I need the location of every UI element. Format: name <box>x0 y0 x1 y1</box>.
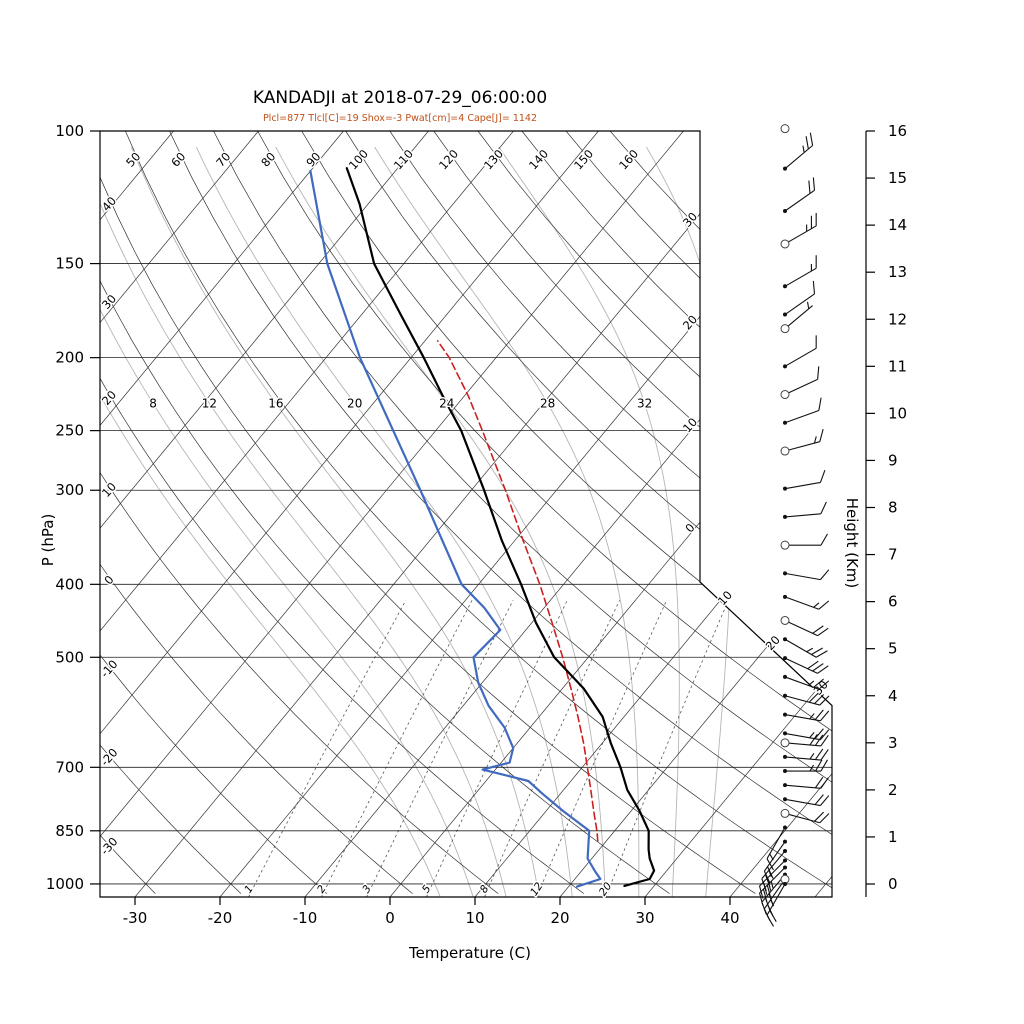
svg-text:-30: -30 <box>123 909 148 927</box>
svg-text:15: 15 <box>888 169 907 187</box>
svg-text:20: 20 <box>347 396 362 410</box>
svg-text:0: 0 <box>682 521 697 536</box>
svg-text:4: 4 <box>888 687 898 705</box>
svg-text:120: 120 <box>436 147 461 173</box>
svg-text:0: 0 <box>101 573 116 588</box>
svg-text:10: 10 <box>715 588 735 608</box>
svg-text:30: 30 <box>635 909 654 927</box>
svg-text:20: 20 <box>597 880 615 898</box>
svg-text:13: 13 <box>888 263 907 281</box>
wind-barb-column <box>759 124 830 927</box>
svg-text:12: 12 <box>888 310 907 328</box>
svg-text:250: 250 <box>55 422 84 440</box>
svg-text:130: 130 <box>481 147 506 173</box>
svg-text:500: 500 <box>55 648 84 666</box>
svg-text:16: 16 <box>268 396 283 410</box>
svg-text:20: 20 <box>763 633 783 653</box>
svg-text:0: 0 <box>888 875 898 893</box>
svg-text:300: 300 <box>55 481 84 499</box>
background-grid <box>100 131 832 897</box>
svg-text:140: 140 <box>526 147 551 173</box>
svg-text:10: 10 <box>888 404 907 422</box>
svg-text:400: 400 <box>55 575 84 593</box>
svg-text:40: 40 <box>720 909 739 927</box>
svg-text:100: 100 <box>55 122 84 140</box>
svg-text:20: 20 <box>99 388 119 408</box>
svg-text:1: 1 <box>242 883 256 895</box>
svg-text:32: 32 <box>637 396 652 410</box>
dry-adiabats <box>100 131 832 894</box>
svg-text:150: 150 <box>55 255 84 273</box>
svg-text:850: 850 <box>55 822 84 840</box>
svg-text:1: 1 <box>888 828 898 846</box>
svg-text:150: 150 <box>571 147 596 173</box>
svg-text:-10: -10 <box>293 909 318 927</box>
temperature-curve <box>345 167 656 887</box>
svg-text:5: 5 <box>888 640 898 658</box>
svg-text:160: 160 <box>616 147 641 173</box>
svg-text:40: 40 <box>99 194 119 214</box>
svg-text:30: 30 <box>99 292 119 312</box>
svg-text:16: 16 <box>888 122 907 140</box>
svg-text:0: 0 <box>385 909 395 927</box>
svg-text:3: 3 <box>360 883 374 895</box>
svg-text:10: 10 <box>680 415 700 435</box>
svg-text:20: 20 <box>550 909 569 927</box>
svg-text:-20: -20 <box>208 909 233 927</box>
svg-text:70: 70 <box>213 149 233 169</box>
svg-text:8: 8 <box>888 499 898 517</box>
svg-text:100: 100 <box>346 147 371 173</box>
svg-text:200: 200 <box>55 349 84 367</box>
svg-text:90: 90 <box>303 149 323 169</box>
chart-parameters: Plcl=877 Tlcl[C]=19 Shox=-3 Pwat[cm]=4 C… <box>262 113 538 124</box>
svg-text:60: 60 <box>168 149 188 169</box>
svg-text:12: 12 <box>528 880 546 898</box>
chart-title: KANDADJI at 2018-07-29_06:00:00 <box>252 88 548 108</box>
grid-line-labels: 50 60 70 80 90 100 110 120 130 140 150 160403020100… <box>96 145 832 900</box>
height-axis-label: Height (Km) <box>843 497 861 589</box>
svg-text:700: 700 <box>55 758 84 776</box>
moist-adiabats <box>100 146 733 897</box>
plot-border <box>99 130 833 898</box>
pressure-axis-label: P (hPa) <box>39 513 57 567</box>
svg-text:80: 80 <box>258 149 278 169</box>
sounding-curves <box>309 167 656 888</box>
svg-text:20: 20 <box>680 312 700 332</box>
svg-text:50: 50 <box>123 149 143 169</box>
svg-text:3: 3 <box>888 734 898 752</box>
svg-text:12: 12 <box>202 396 217 410</box>
svg-text:14: 14 <box>888 216 907 234</box>
svg-text:10: 10 <box>465 909 484 927</box>
svg-text:8: 8 <box>149 396 157 410</box>
svg-text:11: 11 <box>888 357 907 375</box>
svg-text:9: 9 <box>888 451 898 469</box>
svg-text:7: 7 <box>888 546 898 564</box>
svg-text:6: 6 <box>888 593 898 611</box>
svg-text:2: 2 <box>888 781 898 799</box>
svg-text:28: 28 <box>540 396 555 410</box>
parcel-ascent-curve <box>436 340 599 842</box>
pressure-gridlines <box>100 131 832 885</box>
mixing-ratio-lines <box>248 600 729 897</box>
dewpoint-curve <box>309 169 602 888</box>
svg-text:1000: 1000 <box>46 875 84 893</box>
temperature-axis-label: Temperature (C) <box>409 944 531 962</box>
svg-text:24: 24 <box>439 396 454 410</box>
